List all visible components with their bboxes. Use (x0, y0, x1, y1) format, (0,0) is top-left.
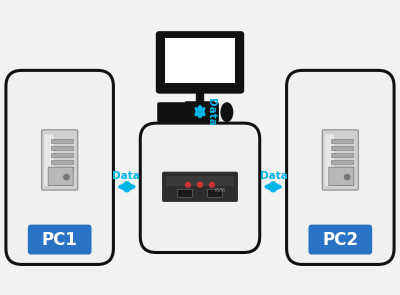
FancyBboxPatch shape (325, 134, 334, 186)
Circle shape (344, 174, 350, 180)
FancyBboxPatch shape (185, 101, 215, 109)
Ellipse shape (220, 102, 233, 122)
FancyBboxPatch shape (157, 32, 243, 92)
Circle shape (198, 182, 202, 187)
Circle shape (186, 182, 190, 187)
FancyBboxPatch shape (51, 146, 73, 150)
FancyBboxPatch shape (322, 130, 358, 190)
FancyArrowPatch shape (120, 183, 134, 191)
FancyArrowPatch shape (266, 183, 280, 191)
Circle shape (64, 174, 69, 180)
FancyBboxPatch shape (331, 167, 353, 171)
Text: Data: Data (112, 171, 140, 181)
FancyBboxPatch shape (286, 71, 394, 264)
FancyBboxPatch shape (51, 160, 73, 164)
Text: Data: Data (260, 171, 288, 181)
FancyBboxPatch shape (51, 139, 73, 143)
FancyBboxPatch shape (178, 189, 192, 197)
FancyBboxPatch shape (44, 134, 54, 186)
FancyBboxPatch shape (51, 167, 73, 171)
FancyBboxPatch shape (331, 153, 353, 157)
FancyBboxPatch shape (308, 224, 372, 255)
Text: Data: Data (206, 98, 216, 126)
Text: PC1: PC1 (42, 231, 78, 249)
Text: PC2: PC2 (322, 231, 358, 249)
FancyBboxPatch shape (331, 160, 353, 164)
FancyBboxPatch shape (331, 139, 353, 143)
FancyBboxPatch shape (165, 37, 235, 83)
FancyBboxPatch shape (166, 176, 234, 186)
FancyBboxPatch shape (157, 102, 219, 122)
Text: KVM: KVM (214, 188, 225, 193)
FancyBboxPatch shape (208, 189, 222, 197)
FancyBboxPatch shape (51, 153, 73, 157)
FancyBboxPatch shape (42, 130, 78, 190)
FancyArrowPatch shape (196, 107, 204, 117)
FancyBboxPatch shape (28, 224, 92, 255)
FancyBboxPatch shape (48, 167, 73, 186)
FancyBboxPatch shape (140, 123, 260, 253)
FancyBboxPatch shape (329, 167, 354, 186)
Circle shape (210, 182, 214, 187)
FancyBboxPatch shape (163, 172, 237, 201)
FancyBboxPatch shape (6, 71, 114, 264)
FancyBboxPatch shape (331, 146, 353, 150)
